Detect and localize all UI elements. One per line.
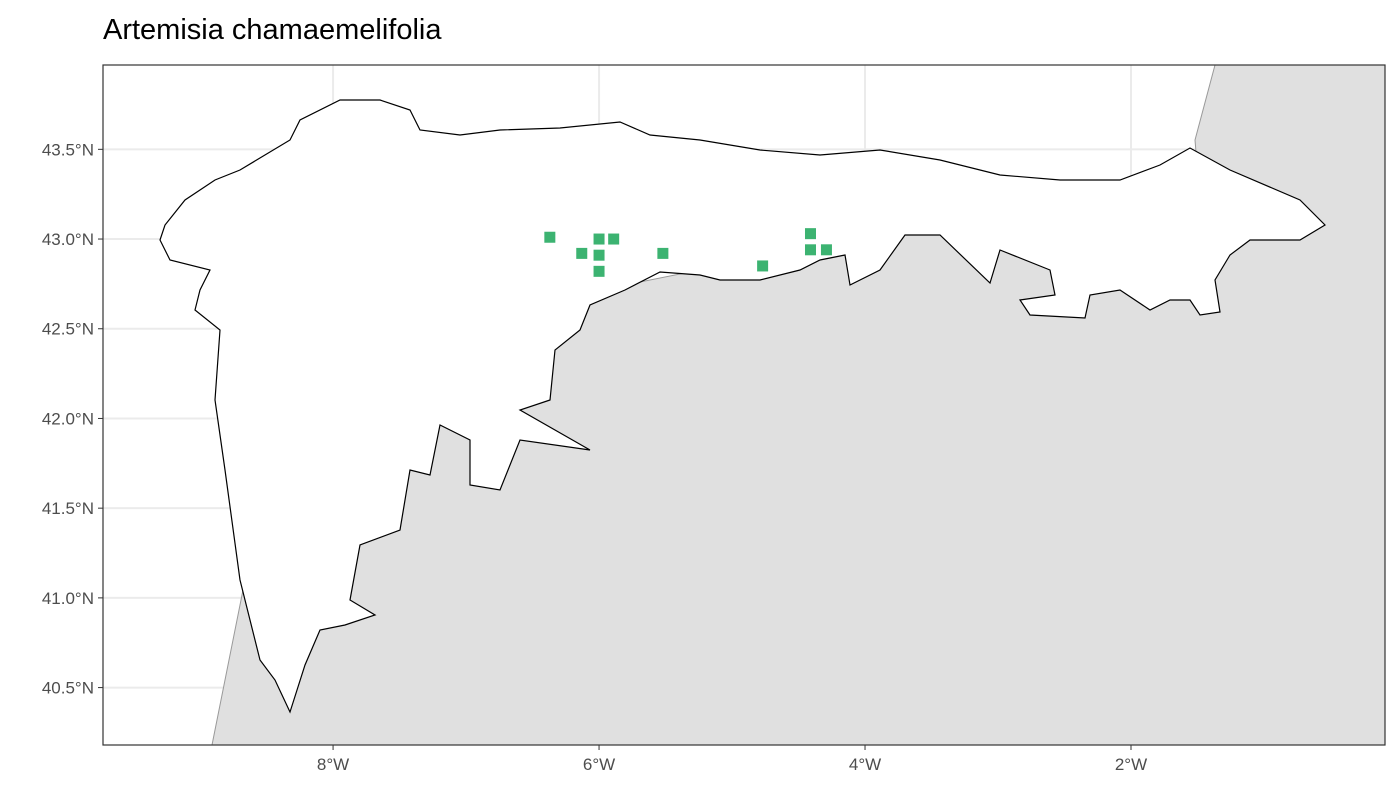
- x-tick-label: 4°W: [849, 755, 881, 774]
- occurrence-point: [820, 244, 832, 256]
- occurrence-point: [593, 249, 605, 261]
- occurrence-point: [593, 233, 605, 245]
- occurrence-point: [593, 265, 605, 277]
- axes: 8°W 6°W 4°W 2°W 40.5°N 41.0°N 41.5°N 42.0°N 42.5…: [42, 140, 1147, 774]
- y-tick-label: 43.0°N: [42, 230, 94, 249]
- map-title: Artemisia chamaemelifolia: [103, 14, 442, 46]
- occurrence-point: [657, 247, 669, 259]
- x-tick-label: 8°W: [317, 755, 349, 774]
- occurrence-point: [544, 231, 556, 243]
- panel-border: [102, 64, 1386, 746]
- y-tick-label: 40.5°N: [42, 679, 94, 698]
- y-tick-label: 43.5°N: [42, 140, 94, 159]
- occurrence-point: [804, 244, 816, 256]
- study-region: [159, 99, 1326, 714]
- occurrence-point: [804, 228, 816, 240]
- occurrence-point: [576, 247, 588, 259]
- x-tick-label: 6°W: [583, 755, 615, 774]
- x-tick-label: 2°W: [1115, 755, 1147, 774]
- y-tick-label: 42.5°N: [42, 320, 94, 339]
- occurrence-points: [544, 228, 832, 277]
- y-tick-label: 42.0°N: [42, 409, 94, 428]
- occurrence-point: [608, 233, 620, 245]
- y-tick-label: 41.0°N: [42, 589, 94, 608]
- occurrence-point: [757, 260, 769, 272]
- y-tick-label: 41.5°N: [42, 499, 94, 518]
